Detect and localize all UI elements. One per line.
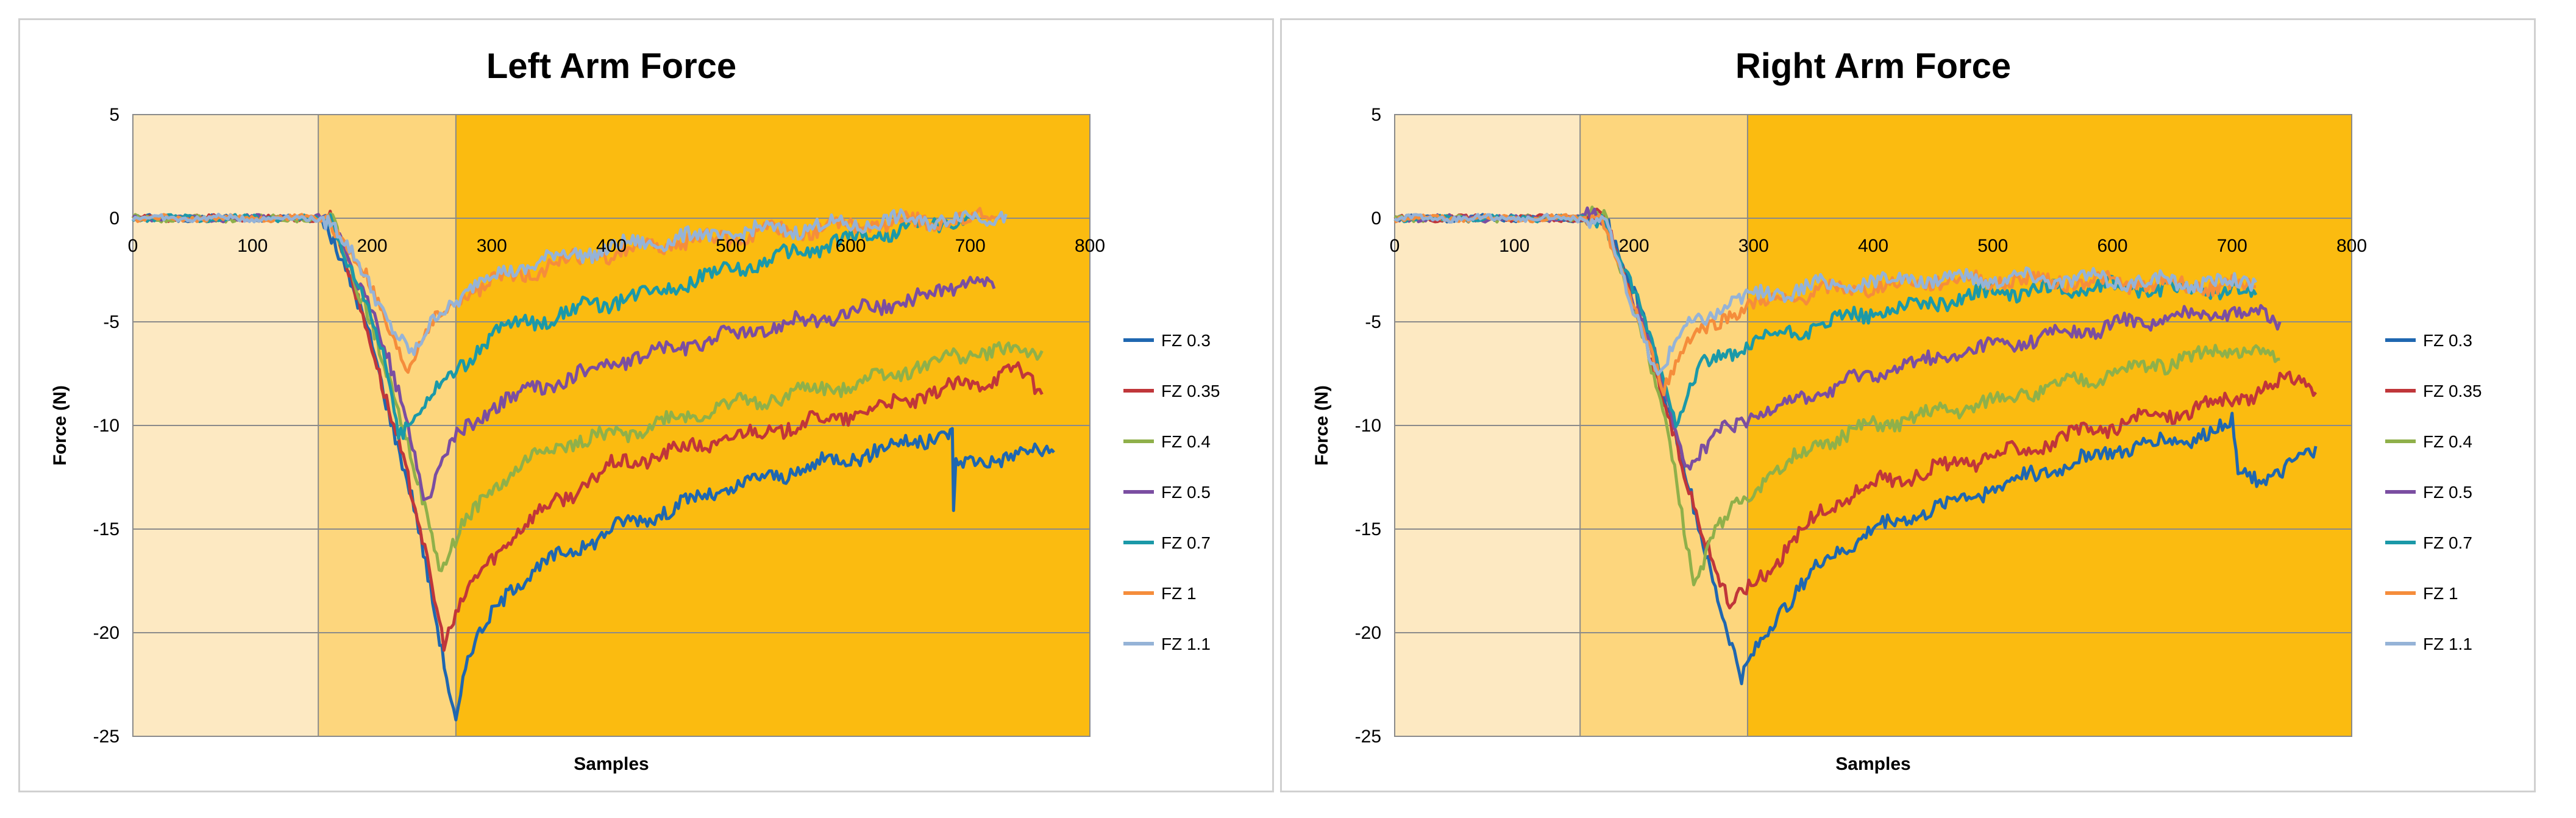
chart-title: Left Arm Force	[486, 46, 736, 86]
legend-entry: FZ 0.35	[1161, 382, 1220, 400]
x-tick-label: 100	[237, 236, 268, 256]
y-tick-label: -25	[93, 727, 119, 747]
y-tick-label: 0	[109, 208, 119, 229]
legend-entry: FZ 0.7	[1161, 533, 1211, 552]
legend-entry: FZ 0.5	[2423, 483, 2472, 502]
y-tick-label: -20	[1355, 623, 1381, 643]
series-line-fz-1-1	[1393, 213, 2258, 376]
legend-entry: FZ 0.3	[2423, 331, 2472, 350]
y-axis-label: Force (N)	[1312, 385, 1332, 466]
x-tick-label: 200	[357, 236, 387, 256]
x-tick-label: 300	[477, 236, 507, 256]
legend-entry: FZ 0.35	[2423, 382, 2482, 400]
x-tick-label: 700	[2217, 236, 2247, 256]
series-line-fz-1-1	[131, 208, 1008, 357]
x-tick-label: 200	[1618, 236, 1649, 256]
legend-entry: FZ 1	[2423, 584, 2458, 603]
y-tick-label: -5	[1365, 312, 1381, 332]
y-tick-label: -5	[103, 312, 119, 332]
chart-title: Right Arm Force	[1735, 46, 2011, 86]
x-tick-label: 500	[1977, 236, 2008, 256]
y-tick-label: -10	[1355, 416, 1381, 436]
legend-entry: FZ 0.4	[2423, 432, 2472, 451]
x-tick-label: 500	[716, 236, 746, 256]
y-tick-label: -15	[93, 519, 119, 539]
x-tick-label: 700	[955, 236, 986, 256]
x-axis-label: Samples	[1835, 754, 1910, 774]
x-axis-label: Samples	[574, 754, 649, 774]
legend-entry: FZ 1.1	[1161, 635, 1211, 653]
legend-entry: FZ 0.4	[1161, 432, 1211, 451]
y-tick-label: -25	[1355, 727, 1381, 747]
x-tick-label: 0	[1390, 236, 1400, 256]
y-tick-label: 5	[1371, 105, 1381, 125]
plot-area-border	[132, 114, 1091, 737]
legend-entry: FZ 1.1	[2423, 635, 2472, 653]
y-tick-label: 0	[1371, 208, 1381, 229]
right-arm-force-chart: Right Arm Force 0 100 200 300 400 500 600 700 800…	[1280, 18, 2536, 792]
x-tick-label: 0	[128, 236, 138, 256]
plot-area-border	[1394, 114, 2352, 737]
legend-entry: FZ 0.3	[1161, 331, 1211, 350]
x-tick-label: 300	[1738, 236, 1769, 256]
legend-entry: FZ 0.5	[1161, 483, 1211, 502]
y-tick-label: -20	[93, 623, 119, 643]
x-tick-label: 600	[835, 236, 866, 256]
x-tick-label: 800	[1075, 236, 1105, 256]
y-tick-label: 5	[109, 105, 119, 125]
right-arm-force-svg: Right Arm Force 0 100 200 300 400 500 600 700 800…	[1312, 46, 2482, 774]
y-axis-label: Force (N)	[50, 385, 70, 466]
legend-entry: FZ 1	[1161, 584, 1197, 603]
y-tick-label: -10	[93, 416, 119, 436]
x-tick-label: 100	[1499, 236, 1529, 256]
x-tick-label: 800	[2336, 236, 2367, 256]
legend-entry: FZ 0.7	[2423, 533, 2472, 552]
left-arm-force-svg: Left Arm Force 0 100 200 300 400 500 600 700 800 5…	[50, 46, 1220, 774]
left-arm-force-chart: Left Arm Force 0 100 200 300 400 500 600 700 800 5…	[18, 18, 1274, 792]
series-line-fz-0-4	[131, 212, 1044, 572]
x-tick-label: 400	[596, 236, 627, 256]
x-tick-label: 600	[2097, 236, 2127, 256]
x-tick-label: 400	[1858, 236, 1888, 256]
y-tick-label: -15	[1355, 519, 1381, 539]
